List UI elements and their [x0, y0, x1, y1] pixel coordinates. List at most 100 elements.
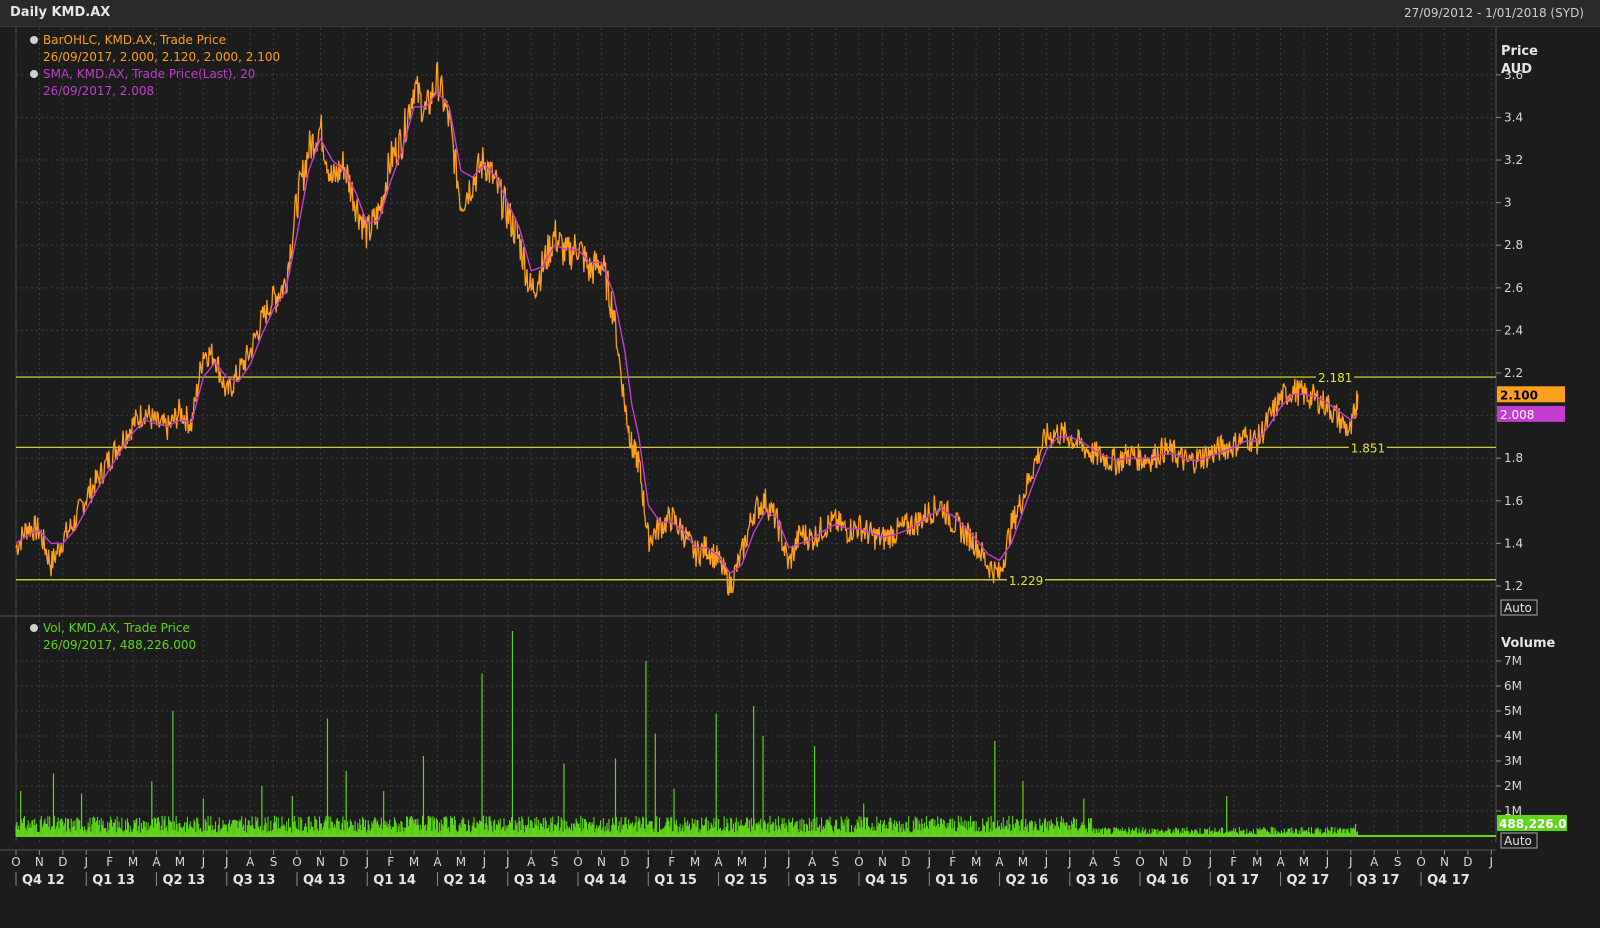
month-tick-label: O: [854, 855, 863, 869]
month-tick-label: N: [35, 855, 44, 869]
volume-grid: [15, 620, 1496, 842]
volume-tick-label: 1M: [1504, 804, 1522, 818]
quarter-label: Q3 13: [233, 873, 276, 888]
chart-background: [0, 27, 1600, 928]
month-tick-label: A: [527, 855, 536, 869]
month-tick-label: M: [1252, 855, 1262, 869]
last-sma-label: 2.008: [1500, 408, 1534, 422]
price-tick-label: 3: [1504, 196, 1512, 210]
price-tick-label: 3.4: [1504, 110, 1523, 124]
month-tick-label: S: [551, 855, 559, 869]
month-tick-label: M: [456, 855, 466, 869]
month-tick-label: J: [1348, 855, 1353, 869]
price-tick-label: 1.8: [1504, 451, 1523, 465]
quarter-label: Q4 15: [865, 873, 908, 888]
last-price-tag: [1497, 386, 1565, 403]
month-tick-label: J: [1208, 855, 1213, 869]
quarter-label: Q4 14: [584, 873, 627, 888]
month-tick-label: A: [1370, 855, 1379, 869]
month-tick-label: J: [927, 855, 932, 869]
month-tick-label: M: [409, 855, 419, 869]
price-auto-label: Auto: [1504, 601, 1532, 615]
price-tick-label: 1.4: [1504, 536, 1523, 550]
level-label: 1.229: [1009, 574, 1043, 588]
month-tick-label: F: [387, 855, 394, 869]
legend-series-values: 26/09/2017, 2.008: [43, 84, 154, 98]
month-tick-label: O: [1135, 855, 1144, 869]
month-tick-label: O: [292, 855, 301, 869]
month-tick-label: J: [505, 855, 510, 869]
quarter-label: Q4 16: [1146, 873, 1189, 888]
month-tick-label: M: [128, 855, 138, 869]
volume-auto-label: Auto: [1504, 834, 1532, 848]
volume-axis: 1M 2M 3M 4M 5M 6M 7M Volume 488,226.0 Auto: [1496, 636, 1567, 849]
month-tick-label: J: [786, 855, 791, 869]
month-tick-label: M: [175, 855, 185, 869]
volume-tick-label: 7M: [1504, 654, 1522, 668]
month-tick-label: M: [1018, 855, 1028, 869]
legend-series-name: Vol, KMD.AX, Trade Price: [43, 621, 190, 635]
month-tick-label: F: [949, 855, 956, 869]
month-tick-label: N: [1159, 855, 1168, 869]
price-series-group: [15, 61, 1359, 596]
month-tick-label: J: [1325, 855, 1330, 869]
month-tick-label: A: [995, 855, 1004, 869]
level-label: 2.181: [1318, 371, 1352, 385]
month-tick-label: J: [1067, 855, 1072, 869]
price-tick-label: 3.2: [1504, 153, 1523, 167]
volume-bars: [15, 631, 1496, 837]
month-tick-label: O: [573, 855, 582, 869]
price-tick-label: 3.6: [1504, 68, 1523, 82]
volume-tick-label: 4M: [1504, 729, 1522, 743]
last-volume-label: 488,226.0: [1499, 817, 1567, 831]
month-tick-label: M: [737, 855, 747, 869]
month-tick-label: F: [1230, 855, 1237, 869]
month-tick-label: J: [1489, 855, 1494, 869]
month-tick-label: D: [901, 855, 910, 869]
quarter-label: Q2 13: [163, 873, 206, 888]
volume-axis-title: Volume: [1501, 636, 1556, 651]
legend-series-values: 26/09/2017, 2.000, 2.120, 2.000, 2.100: [43, 50, 280, 64]
month-tick-label: J: [83, 855, 88, 869]
price-tick-label: 2.2: [1504, 366, 1523, 380]
month-tick-label: J: [646, 855, 651, 869]
quarter-label: Q4 17: [1427, 873, 1470, 888]
price-tick-label: 2.6: [1504, 281, 1523, 295]
month-tick-label: F: [668, 855, 675, 869]
quarter-label: Q2 16: [1006, 873, 1049, 888]
price-tick-label: 1.6: [1504, 494, 1523, 508]
month-tick-label: N: [878, 855, 887, 869]
quarter-label: Q2 15: [725, 873, 768, 888]
price-axis: 1.21.41.61.822.22.42.62.833.23.43.6Price…: [1496, 44, 1565, 616]
last-price-label: 2.100: [1500, 388, 1538, 402]
volume-auto-button: [1500, 832, 1538, 849]
level-label-bg: [1316, 370, 1355, 385]
price-auto-button: [1500, 599, 1538, 616]
month-tick-label: J: [201, 855, 206, 869]
legend-series-values: 26/09/2017, 488,226.000: [43, 638, 196, 652]
price-axis-title: Price: [1501, 44, 1538, 59]
quarter-label: Q1 17: [1216, 873, 1259, 888]
month-tick-label: M: [690, 855, 700, 869]
quarter-label: Q2 17: [1287, 873, 1330, 888]
legend-bullet-icon: [30, 70, 38, 78]
month-tick-label: A: [714, 855, 723, 869]
month-tick-label: D: [1463, 855, 1472, 869]
quarter-label: Q2 14: [444, 873, 487, 888]
quarter-label: Q3 15: [795, 873, 838, 888]
legend-series-name: BarOHLC, KMD.AX, Trade Price: [43, 33, 226, 47]
month-tick-label: J: [224, 855, 229, 869]
level-label-bg: [1348, 440, 1387, 455]
quarter-label: Q3 16: [1076, 873, 1119, 888]
month-tick-label: N: [1440, 855, 1449, 869]
quarter-label: Q1 13: [92, 873, 135, 888]
level-label-bg: [1006, 572, 1045, 587]
quarter-label: Q3 14: [514, 873, 557, 888]
month-tick-label: S: [270, 855, 278, 869]
price-legend: BarOHLC, KMD.AX, Trade Price 26/09/2017, …: [30, 33, 280, 98]
month-tick-label: S: [1113, 855, 1121, 869]
month-tick-label: S: [1394, 855, 1402, 869]
level-label: 1.851: [1351, 441, 1385, 455]
